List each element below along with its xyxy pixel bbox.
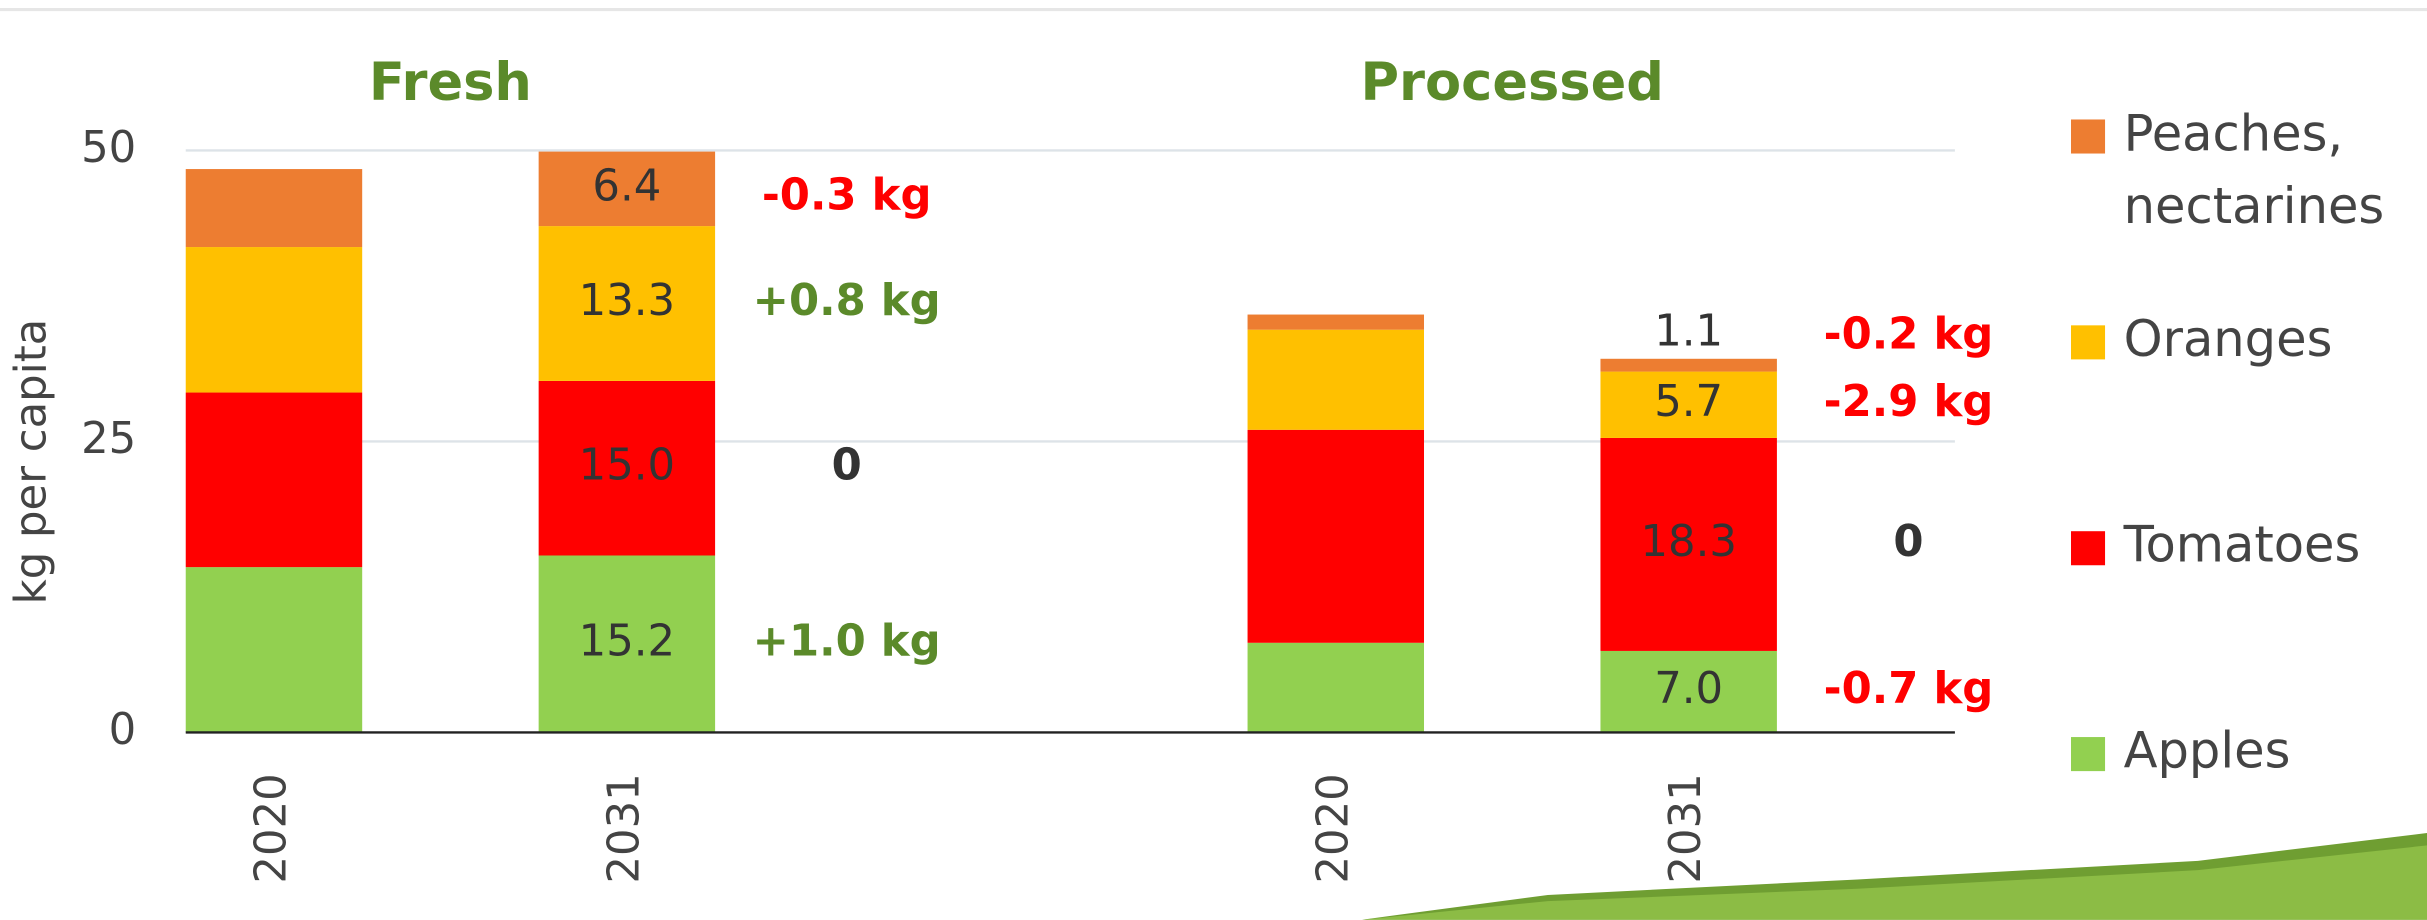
bar-segment	[1248, 643, 1424, 733]
value-label: 5.7	[1654, 377, 1723, 427]
legend-label: Peaches,nectarines	[2124, 104, 2385, 235]
y-tick-label: 0	[109, 705, 137, 755]
change-label: +0.8 kg	[753, 276, 941, 326]
value-label: 6.4	[592, 161, 661, 211]
change-label: +1.0 kg	[753, 616, 941, 666]
bar-segment	[1600, 359, 1776, 372]
change-label: -0.7 kg	[1824, 664, 1994, 714]
value-label: 7.0	[1654, 664, 1723, 714]
bar-segment	[186, 169, 362, 247]
bar-segment	[186, 393, 362, 568]
bar-segment	[1248, 330, 1424, 430]
x-tick-label: 2020	[1308, 773, 1358, 883]
bar-segment	[1248, 430, 1424, 643]
x-tick-label: 2031	[599, 773, 649, 883]
value-label: 13.3	[579, 276, 675, 326]
group-title: Fresh	[369, 52, 532, 113]
bar-segment	[186, 247, 362, 392]
y-axis-label: kg per capita	[7, 319, 57, 605]
change-label: -0.3 kg	[762, 171, 932, 221]
y-tick-label: 50	[81, 123, 136, 173]
value-label: 18.3	[1640, 517, 1736, 567]
legend-swatch	[2071, 119, 2105, 153]
change-label: -2.9 kg	[1824, 377, 1994, 427]
change-label: 0	[1893, 517, 1923, 567]
change-label: -0.2 kg	[1824, 310, 1994, 360]
legend-label: Apples	[2124, 722, 2291, 780]
group-title: Processed	[1360, 52, 1663, 113]
value-label: 1.1	[1654, 307, 1723, 357]
value-label: 15.0	[579, 441, 675, 491]
legend-swatch	[2071, 737, 2105, 771]
page: {"chart_data": {"type": "stacked-bar", "…	[0, 0, 2427, 920]
change-label: 0	[832, 441, 862, 491]
legend-label: Oranges	[2124, 310, 2333, 368]
legend-swatch	[2071, 325, 2105, 359]
chart: kg per capita 0 25 50 2020 15.2 +1.0 kg 15.0 0 1…	[0, 0, 2427, 920]
x-tick-label: 2020	[246, 773, 296, 883]
bar-segment	[186, 567, 362, 732]
legend-label: Tomatoes	[2123, 516, 2361, 574]
bar-segment	[1248, 315, 1424, 330]
y-tick-label: 25	[81, 414, 136, 464]
value-label: 15.2	[579, 616, 675, 666]
legend-swatch	[2071, 531, 2105, 565]
x-tick-label: 2031	[1661, 773, 1711, 883]
